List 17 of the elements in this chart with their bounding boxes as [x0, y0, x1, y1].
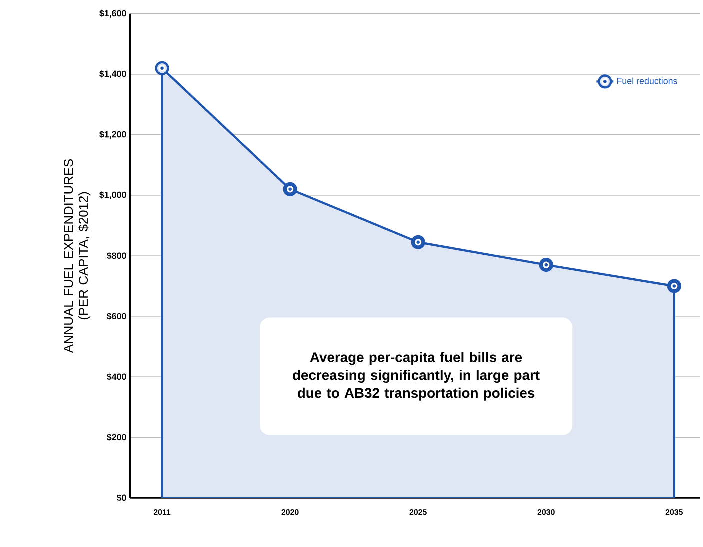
legend-label: Fuel reductions: [617, 78, 678, 84]
annotation: Average per-capita fuel bills are decreasing significantly, in large part due to AB32 transportation policies: [293, 352, 540, 401]
y-tick-label: $800: [107, 252, 126, 260]
y-tick-label: $1,600: [100, 10, 126, 18]
y-tick-label: $600: [107, 312, 126, 320]
y-tick-label: $400: [107, 373, 126, 381]
y-tick-label: $0: [116, 494, 126, 502]
y-tick-label: $1,200: [100, 131, 126, 140]
point: [539, 258, 554, 272]
point: [411, 235, 426, 250]
y-tick-label: $1,000: [100, 192, 126, 200]
point: [283, 182, 298, 197]
point: [667, 279, 682, 294]
y-axis-title: ANNUAL FUEL EXPENDITURES (PER CAPITA, $2012): [64, 160, 91, 354]
y-tick-label: $200: [107, 434, 126, 442]
point: [155, 61, 170, 76]
y-tick-label: $1,400: [100, 70, 126, 79]
